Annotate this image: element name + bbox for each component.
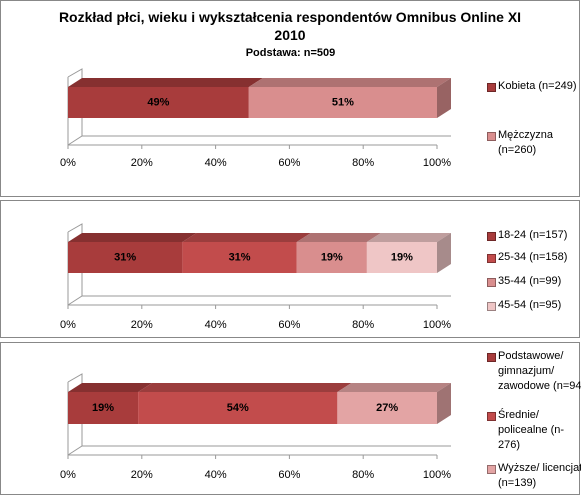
data-label: 54% [227,402,249,414]
x-tick-label: 20% [131,319,153,331]
bar-side [437,383,451,424]
x-tick-label: 40% [205,157,227,169]
panel-border [0,200,580,338]
bar [68,392,139,424]
x-tick-label: 20% [131,157,153,169]
x-tick-label: 40% [205,469,227,481]
bar-top [138,383,352,392]
bar-top [366,233,451,242]
legend-label: 45-54 (n=95) [498,299,562,311]
legend-label: 35-44 (n=99) [498,275,562,287]
legend-marker [487,465,496,474]
bar [182,242,297,273]
bar [138,392,338,424]
legend-label: Średnie/ policealne (n-276) [498,409,565,451]
x-tick-label: 100% [423,157,451,169]
panel-border [0,342,580,495]
x-tick-label: 20% [131,469,153,481]
bar-top [68,383,153,392]
data-label: 27% [376,402,398,414]
bar [68,87,249,118]
bar-top [296,233,381,242]
legend-label: 25-34 (n=158) [498,251,568,263]
legend-marker [487,232,496,241]
chart-title: Rozkład płci, wieku i wykształcenia resp… [58,9,522,43]
data-label: 19% [321,251,343,263]
data-label: 31% [229,251,251,263]
x-tick-label: 0% [60,157,76,169]
bar-top [68,78,263,87]
bar [248,87,437,118]
bar [337,392,437,424]
bar-side [437,78,451,118]
x-tick-label: 60% [278,319,300,331]
legend-marker [487,412,496,421]
data-label: 31% [114,251,136,263]
legend-marker [487,302,496,311]
legend-label: Podstawowe/ gimnazjum/ zawodowe (n=94) [498,350,581,392]
bar-side [437,233,451,273]
legend-marker [487,83,496,92]
x-tick-label: 100% [423,469,451,481]
x-tick-label: 0% [60,469,76,481]
legend-marker [487,353,496,362]
legend-marker [487,278,496,287]
data-label: 19% [391,251,413,263]
panel-border [0,0,580,197]
x-tick-label: 80% [352,157,374,169]
legend-label: Mężczyzna (n=260) [498,129,554,156]
x-tick-label: 80% [352,319,374,331]
x-tick-label: 60% [278,157,300,169]
bar-top [337,383,451,392]
bar [366,242,437,273]
x-tick-label: 0% [60,319,76,331]
x-tick-label: 40% [205,319,227,331]
bar [68,242,183,273]
legend-label: Wyższe/ licencjat (n=139) [498,462,581,489]
legend-label: 18-24 (n=157) [498,229,568,241]
legend-label: Kobieta (n=249) [498,80,577,92]
data-label: 51% [332,96,354,108]
x-tick-label: 60% [278,469,300,481]
bar-top [68,233,197,242]
bar [296,242,367,273]
data-label: 49% [147,96,169,108]
chart-subtitle: Podstawa: n=509 [245,47,336,59]
x-tick-label: 80% [352,469,374,481]
bar-top [248,78,451,87]
x-tick-label: 100% [423,319,451,331]
legend-marker [487,254,496,263]
legend-marker [487,132,496,141]
data-label: 19% [92,402,114,414]
bar-top [182,233,311,242]
